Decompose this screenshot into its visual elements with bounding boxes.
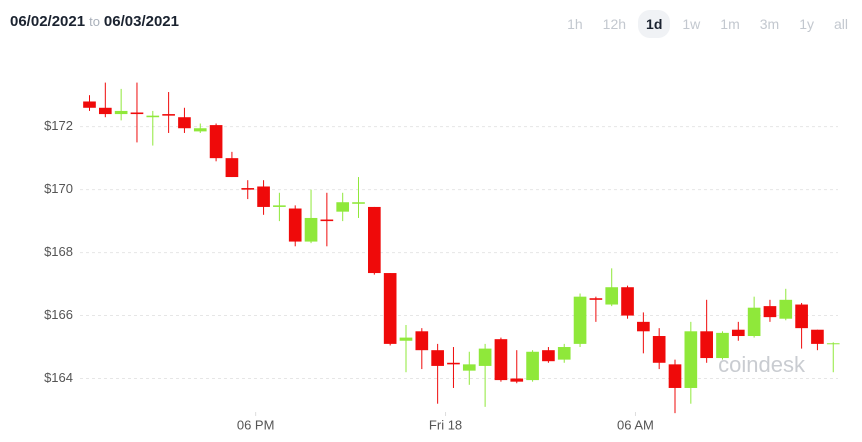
range-button[interactable]: 1h bbox=[567, 16, 583, 32]
candle-body bbox=[795, 304, 808, 329]
candle-body bbox=[573, 296, 587, 344]
candle-body bbox=[304, 217, 318, 242]
candle-body bbox=[114, 110, 128, 115]
candle-body bbox=[368, 206, 381, 274]
range-button[interactable]: 1w bbox=[682, 16, 701, 32]
x-tick-label: Fri 18 bbox=[429, 417, 462, 432]
candle-body bbox=[383, 273, 397, 344]
candle-body bbox=[779, 299, 793, 319]
to-word: to bbox=[89, 14, 100, 29]
candle-body bbox=[716, 332, 729, 359]
candle-body bbox=[447, 362, 460, 365]
range-button[interactable]: 1m bbox=[720, 16, 740, 32]
watermark: coindesk bbox=[718, 352, 806, 377]
candle-body bbox=[178, 117, 191, 129]
candle-body bbox=[621, 287, 634, 316]
range-button[interactable]: all bbox=[833, 16, 848, 32]
y-tick-label: $170 bbox=[44, 181, 73, 196]
candle-body bbox=[826, 343, 840, 345]
candle-body bbox=[668, 364, 682, 388]
x-tick-label: 06 PM bbox=[237, 417, 275, 432]
candle-body bbox=[98, 107, 112, 115]
candle-body bbox=[257, 186, 270, 207]
candle-body bbox=[589, 298, 603, 300]
candle-body bbox=[747, 307, 761, 337]
y-tick-label: $168 bbox=[44, 244, 73, 259]
range-selector: 1h 12h 1d 1w 1m 3m 1y all bbox=[555, 10, 856, 38]
date-range: 06/02/2021 to 06/03/2021 bbox=[10, 13, 179, 30]
candle-body bbox=[557, 347, 571, 360]
candle-body bbox=[763, 306, 777, 318]
candle-body bbox=[352, 202, 365, 204]
candle-body bbox=[542, 350, 555, 362]
candle-body bbox=[510, 378, 524, 382]
y-tick-label: $164 bbox=[44, 370, 73, 385]
candle-body bbox=[431, 350, 444, 366]
candle-body bbox=[684, 331, 698, 388]
date-to: 06/03/2021 bbox=[103, 13, 179, 30]
candle-body bbox=[193, 128, 207, 132]
candle-body bbox=[209, 125, 223, 159]
candle-body bbox=[731, 329, 745, 337]
candle-body bbox=[811, 329, 824, 344]
candle-body bbox=[462, 364, 476, 371]
candle-body bbox=[83, 101, 96, 108]
candle-body bbox=[162, 114, 175, 116]
candle-body bbox=[225, 158, 239, 178]
candle-body bbox=[146, 115, 160, 118]
range-button[interactable]: 12h bbox=[602, 16, 627, 32]
candle-body bbox=[415, 331, 429, 351]
y-tick-label: $172 bbox=[44, 118, 73, 133]
range-button[interactable]: 1y bbox=[799, 16, 814, 32]
range-button[interactable]: 1d bbox=[638, 10, 671, 38]
candle-body bbox=[494, 339, 508, 381]
candle-body bbox=[637, 321, 650, 332]
candle-body bbox=[700, 331, 713, 359]
candle-body bbox=[130, 112, 144, 115]
candle-body bbox=[526, 351, 539, 381]
candle-body bbox=[336, 202, 350, 212]
y-tick-label: $166 bbox=[44, 307, 73, 322]
candle-body bbox=[605, 287, 619, 305]
x-tick-label: 06 AM bbox=[617, 417, 654, 432]
candle-body bbox=[652, 336, 666, 363]
candle-body bbox=[320, 219, 334, 222]
candle-body bbox=[478, 348, 492, 366]
candle-body bbox=[399, 337, 413, 341]
candle-body bbox=[241, 188, 255, 190]
date-from: 06/02/2021 bbox=[10, 13, 86, 30]
range-button[interactable]: 3m bbox=[759, 16, 780, 32]
candle-body bbox=[273, 205, 286, 207]
candle-body bbox=[288, 208, 302, 242]
